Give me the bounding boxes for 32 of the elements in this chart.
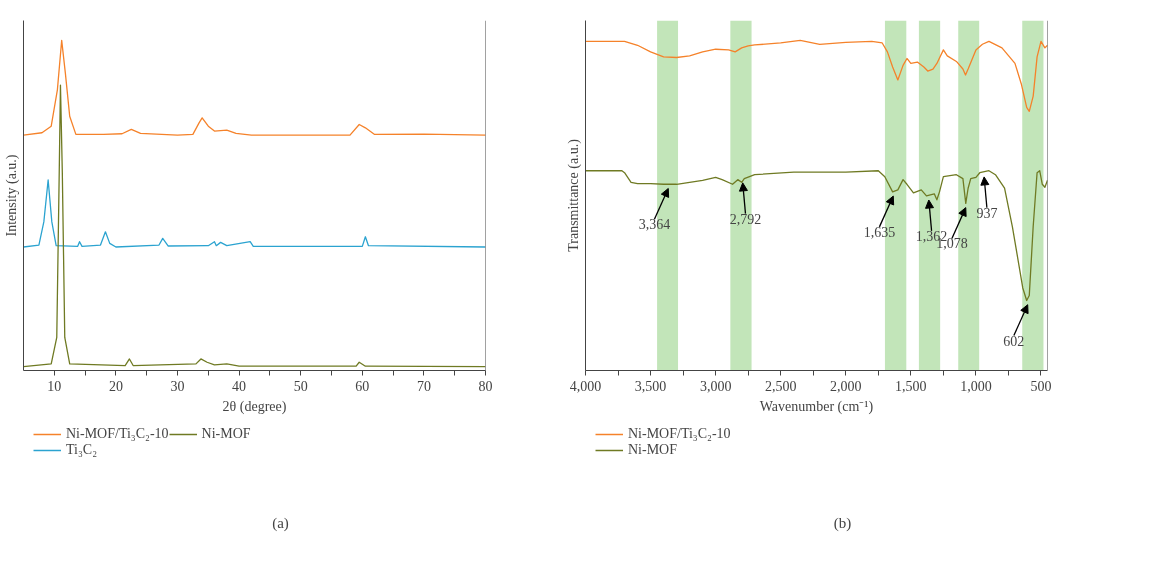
legend-label: Ni-MOF/Ti₃C₂-10 <box>66 426 169 442</box>
x-tick-label: 80 <box>478 378 493 394</box>
annotation: 1,635 <box>863 224 896 240</box>
x-tick-label: 40 <box>232 378 247 394</box>
y-axis-title: Intensity (a.u.) <box>3 154 20 237</box>
annotation: 937 <box>976 205 998 221</box>
x-tick-label: 2,000 <box>830 378 862 394</box>
y-axis-title: Transmittance (a.u.) <box>565 138 582 252</box>
x-axis-title: Wavenumber (cm⁻¹) <box>759 398 874 415</box>
x-tick-label: 3,000 <box>699 378 732 394</box>
x-tick-label: 30 <box>170 378 185 394</box>
x-tick-label: 50 <box>293 378 308 394</box>
x-tick-label: 1,000 <box>960 378 992 394</box>
x-tick-label: 10 <box>47 378 62 394</box>
legend-label: Ni-MOF <box>628 442 678 458</box>
x-tick-label: 4,000 <box>569 378 602 394</box>
x-axis-title: 2θ (degree) <box>222 398 287 415</box>
x-tick-label: 3,500 <box>634 378 667 394</box>
annotation: 602 <box>1003 333 1025 349</box>
text: (b) <box>833 514 852 532</box>
x-tick-label: 1,500 <box>895 378 927 394</box>
x-tick-label: 70 <box>416 378 431 394</box>
legend-label: Ni-MOF/Ti₃C₂-10 <box>628 426 731 442</box>
x-tick-label: 60 <box>355 378 370 394</box>
annotation: 3,364 <box>638 217 671 233</box>
x-tick-label: 20 <box>108 378 123 394</box>
x-tick-label: 500 <box>1030 378 1052 394</box>
text: (a) <box>272 514 289 532</box>
legend-label: Ti₃C₂ <box>66 442 98 458</box>
annotation: 2,792 <box>729 211 762 227</box>
x-tick-label: 2,500 <box>764 378 797 394</box>
legend-label: Ni-MOF <box>201 426 251 442</box>
